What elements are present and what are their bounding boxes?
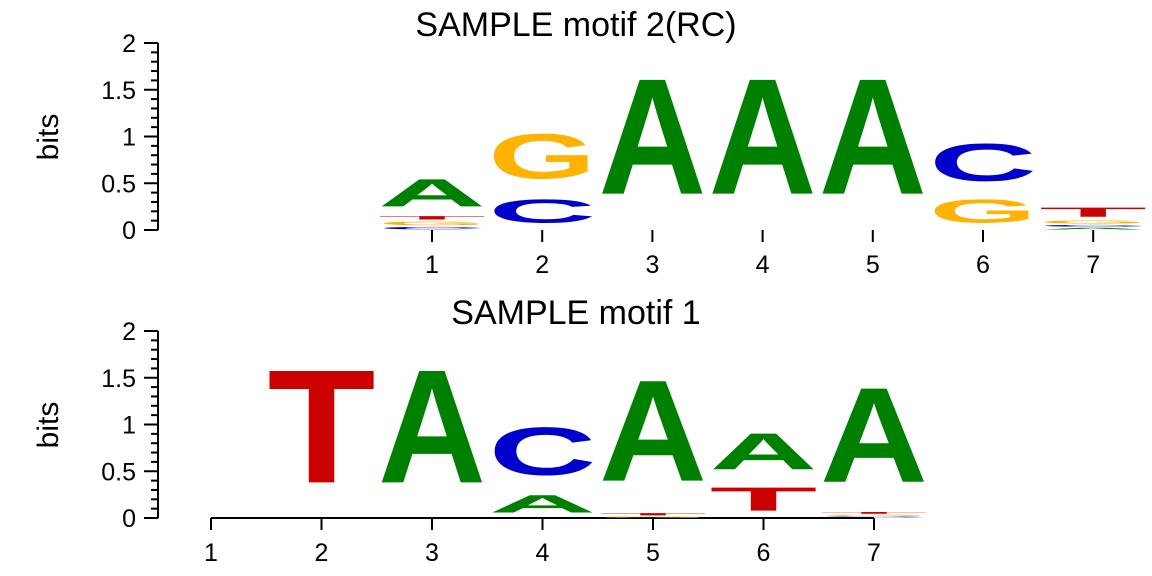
logo-panel-motif-1: SAMPLE motif 1 bits 00.511.521 2 3 4 5 6 7T A AC… bbox=[32, 294, 928, 567]
x-tick-label: 1 bbox=[204, 539, 218, 567]
x-tick-label: 6 bbox=[757, 539, 771, 567]
logo-column-3: A bbox=[378, 337, 486, 518]
y-tick-label: 0.5 bbox=[101, 458, 136, 486]
logo-letter-G: G bbox=[599, 516, 707, 518]
logo-letter-A: A bbox=[598, 45, 706, 230]
logo-letter-A: A bbox=[489, 490, 597, 518]
logo-letter-T: T bbox=[820, 511, 928, 514]
logo-column-4: AC bbox=[489, 413, 597, 518]
logo-letter-T: T bbox=[1039, 205, 1147, 220]
logo-letter-C: C bbox=[1039, 224, 1147, 227]
logo-letter-G: G bbox=[378, 221, 486, 227]
x-tick-label: 3 bbox=[645, 251, 659, 279]
logo-letter-T: T bbox=[268, 336, 376, 517]
x-tick-label: 6 bbox=[976, 251, 990, 279]
logo-column-5: GTA bbox=[599, 351, 707, 518]
x-tick-label: 3 bbox=[425, 539, 439, 567]
logo-letter-G: G bbox=[820, 514, 928, 516]
logo-letter-T: T bbox=[378, 215, 486, 221]
logo-letter-T: T bbox=[710, 480, 818, 517]
logo-letter-A: A bbox=[1039, 227, 1147, 230]
y-tick-label: 1.5 bbox=[101, 77, 136, 105]
logo-column-5: A bbox=[819, 45, 927, 230]
x-tick-label: 7 bbox=[867, 539, 881, 567]
logo-panel-motif-2-rc: SAMPLE motif 2(RC) bits 0 0.5 1 1.5 2 1 2 3 4 5 6 7… bbox=[32, 6, 1147, 279]
x-tick-label: 5 bbox=[866, 251, 880, 279]
logo-column-3: A bbox=[598, 45, 706, 230]
logo-letter-T: T bbox=[599, 512, 707, 516]
logo-letter-C: C bbox=[929, 132, 1037, 192]
y-tick-label: 1.5 bbox=[101, 365, 136, 393]
logo-column-6: GC bbox=[929, 132, 1037, 230]
x-tick-label: 5 bbox=[646, 539, 660, 567]
logo-letter-G: G bbox=[929, 193, 1037, 230]
chart-title: SAMPLE motif 1 bbox=[451, 294, 700, 332]
x-tick-label: 4 bbox=[756, 251, 770, 279]
x-tick-label: 2 bbox=[315, 539, 329, 567]
logo-letter-A: A bbox=[378, 337, 486, 518]
logo-letter-G: G bbox=[488, 120, 596, 192]
logo-letter-A: A bbox=[709, 45, 817, 230]
chart-title: SAMPLE motif 2(RC) bbox=[415, 6, 736, 44]
y-tick-label: 1 bbox=[122, 412, 136, 440]
y-tick-label: 0 bbox=[122, 217, 136, 245]
y-tick-label: 0 bbox=[122, 505, 136, 533]
x-tick-label: 4 bbox=[536, 539, 550, 567]
x-tick-label: 7 bbox=[1086, 251, 1100, 279]
logo-column-4: A bbox=[709, 45, 817, 230]
y-tick-label: 2 bbox=[122, 30, 136, 58]
y-axis-label: bits bbox=[32, 402, 65, 449]
logo-column-2: T bbox=[268, 336, 376, 517]
logo-letter-A: A bbox=[819, 45, 927, 230]
y-tick-label: 2 bbox=[122, 318, 136, 346]
x-tick-label: 2 bbox=[535, 251, 549, 279]
logo-letter-A: A bbox=[710, 422, 818, 480]
logo-letter-C: C bbox=[820, 516, 928, 518]
y-tick-label: 0.5 bbox=[101, 170, 136, 198]
logo-letter-C: C bbox=[488, 192, 596, 229]
logo-letter-A: A bbox=[378, 171, 486, 215]
y-tick-label: 1 bbox=[122, 124, 136, 152]
logo-letter-C: C bbox=[489, 413, 597, 490]
y-axis-label: bits bbox=[32, 114, 65, 161]
logo-column-6: TA bbox=[710, 422, 818, 517]
logo-letter-C: C bbox=[378, 226, 486, 230]
logo-letter-A: A bbox=[820, 360, 928, 511]
x-tick-label: 1 bbox=[425, 251, 439, 279]
logo-letter-A: A bbox=[599, 351, 707, 512]
logo-letter-G: G bbox=[1039, 220, 1147, 225]
logo-column-2: CG bbox=[488, 120, 596, 230]
